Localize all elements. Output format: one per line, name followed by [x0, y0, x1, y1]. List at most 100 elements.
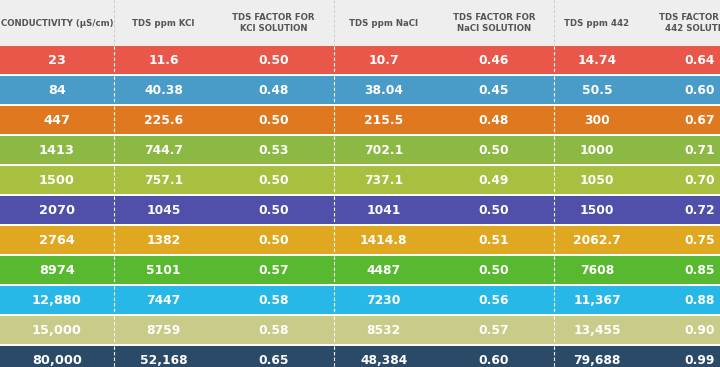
Text: 40.38: 40.38: [144, 84, 183, 97]
Bar: [334, 0, 433, 46]
Text: 0.99: 0.99: [685, 353, 715, 367]
Bar: [433, 256, 554, 284]
Bar: [0, 316, 114, 344]
Bar: [334, 256, 433, 284]
Text: 1414.8: 1414.8: [360, 233, 408, 247]
Text: 0.75: 0.75: [685, 233, 715, 247]
Bar: [433, 0, 554, 46]
Bar: [213, 346, 334, 367]
Text: 48,384: 48,384: [360, 353, 408, 367]
Bar: [433, 166, 554, 194]
Text: 0.72: 0.72: [685, 203, 715, 217]
Bar: [334, 46, 433, 74]
Bar: [639, 0, 720, 46]
Bar: [554, 0, 639, 46]
Bar: [0, 0, 114, 46]
Bar: [334, 136, 433, 164]
Text: 4487: 4487: [366, 264, 401, 276]
Bar: [433, 226, 554, 254]
Text: 447: 447: [43, 113, 71, 127]
Text: 2764: 2764: [39, 233, 75, 247]
Bar: [213, 46, 334, 74]
Bar: [0, 164, 720, 166]
Bar: [334, 226, 433, 254]
Bar: [213, 106, 334, 134]
Bar: [554, 316, 639, 344]
Bar: [114, 316, 213, 344]
Bar: [0, 256, 114, 284]
Text: 8759: 8759: [146, 323, 181, 337]
Bar: [554, 76, 639, 104]
Bar: [639, 226, 720, 254]
Text: 0.85: 0.85: [685, 264, 715, 276]
Bar: [554, 136, 639, 164]
Text: 0.45: 0.45: [479, 84, 509, 97]
Bar: [433, 346, 554, 367]
Bar: [0, 136, 114, 164]
Bar: [639, 346, 720, 367]
Text: 0.64: 0.64: [685, 54, 715, 66]
Text: 0.60: 0.60: [479, 353, 509, 367]
Bar: [114, 136, 213, 164]
Text: 0.57: 0.57: [479, 323, 509, 337]
Bar: [554, 46, 639, 74]
Text: 84: 84: [48, 84, 66, 97]
Bar: [0, 284, 720, 286]
Bar: [433, 136, 554, 164]
Text: 79,688: 79,688: [573, 353, 621, 367]
Text: 15,000: 15,000: [32, 323, 82, 337]
Text: 11.6: 11.6: [148, 54, 179, 66]
Text: 0.50: 0.50: [258, 113, 289, 127]
Text: 0.65: 0.65: [258, 353, 289, 367]
Bar: [213, 0, 334, 46]
Text: 757.1: 757.1: [144, 174, 183, 186]
Bar: [433, 196, 554, 224]
Bar: [213, 136, 334, 164]
Text: 1041: 1041: [366, 203, 401, 217]
Text: 14.74: 14.74: [577, 54, 616, 66]
Bar: [213, 196, 334, 224]
Text: 0.58: 0.58: [258, 294, 289, 306]
Text: 0.90: 0.90: [685, 323, 715, 337]
Bar: [0, 346, 114, 367]
Text: 0.71: 0.71: [685, 143, 715, 156]
Text: 300: 300: [584, 113, 610, 127]
Text: TDS FACTOR FOR
442 SOLUTION: TDS FACTOR FOR 442 SOLUTION: [659, 13, 720, 33]
Bar: [213, 76, 334, 104]
Text: 80,000: 80,000: [32, 353, 82, 367]
Bar: [433, 46, 554, 74]
Text: 0.56: 0.56: [479, 294, 509, 306]
Bar: [433, 316, 554, 344]
Bar: [554, 166, 639, 194]
Text: 2070: 2070: [39, 203, 75, 217]
Bar: [639, 76, 720, 104]
Text: 0.50: 0.50: [258, 233, 289, 247]
Bar: [639, 286, 720, 314]
Bar: [554, 106, 639, 134]
Bar: [639, 256, 720, 284]
Bar: [0, 226, 114, 254]
Bar: [0, 196, 114, 224]
Text: 225.6: 225.6: [144, 113, 183, 127]
Text: 0.48: 0.48: [258, 84, 289, 97]
Text: 7230: 7230: [366, 294, 401, 306]
Bar: [0, 286, 114, 314]
Bar: [0, 314, 720, 316]
Bar: [0, 46, 114, 74]
Bar: [114, 46, 213, 74]
Bar: [114, 226, 213, 254]
Bar: [554, 286, 639, 314]
Bar: [334, 106, 433, 134]
Bar: [114, 76, 213, 104]
Text: 50.5: 50.5: [582, 84, 612, 97]
Text: 0.48: 0.48: [479, 113, 509, 127]
Bar: [0, 254, 720, 256]
Bar: [554, 346, 639, 367]
Bar: [213, 316, 334, 344]
Bar: [114, 0, 213, 46]
Bar: [639, 46, 720, 74]
Bar: [213, 226, 334, 254]
Bar: [639, 136, 720, 164]
Text: 8974: 8974: [39, 264, 75, 276]
Text: TDS ppm NaCl: TDS ppm NaCl: [349, 18, 418, 28]
